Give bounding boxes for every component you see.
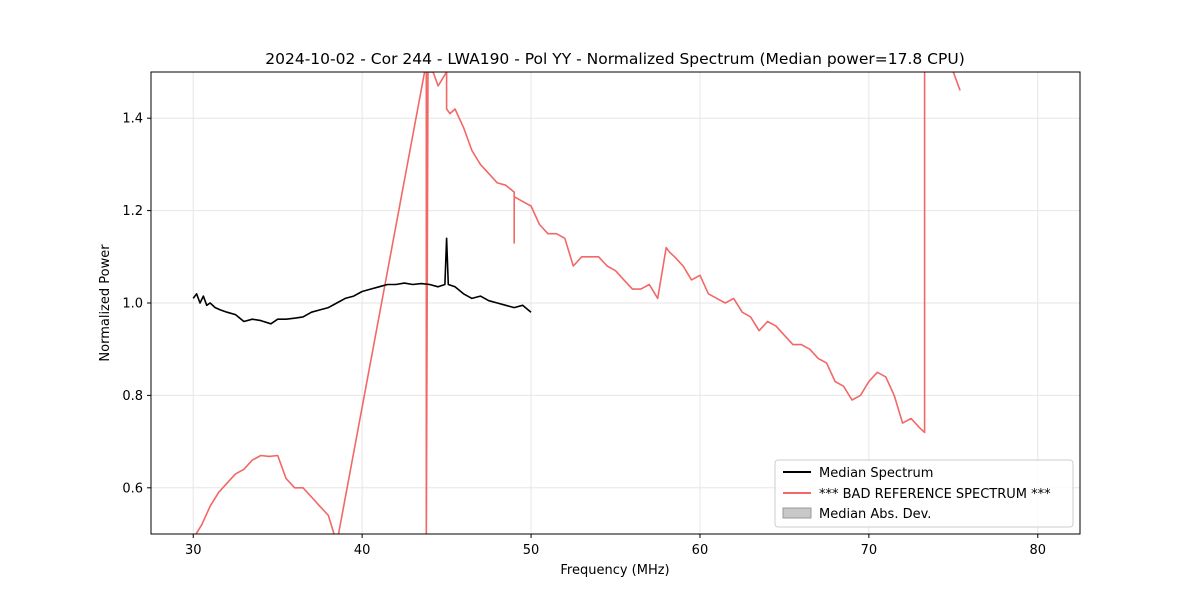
x-tick-label: 80 [1029, 543, 1046, 558]
legend: Median Spectrum *** BAD REFERENCE SPECTR… [774, 459, 1074, 528]
x-tick-label: 60 [692, 543, 709, 558]
y-axis-label: Normalized Power [98, 244, 113, 362]
ticks: 30 40 50 60 70 80 0.6 0.8 1.0 1.2 1.4 [122, 112, 1046, 558]
y-tick-label: 0.8 [122, 389, 143, 404]
y-tick-label: 1.0 [122, 297, 143, 312]
median-spectrum-line [192, 237, 532, 325]
legend-label-bad-reference: *** BAD REFERENCE SPECTRUM *** [819, 487, 1051, 502]
y-tick-label: 1.4 [122, 112, 143, 127]
chart-title: 2024-10-02 - Cor 244 - LWA190 - Pol YY -… [265, 50, 965, 68]
legend-label-mad: Median Abs. Dev. [819, 507, 931, 522]
y-tick-label: 0.6 [122, 481, 143, 496]
x-tick-label: 50 [523, 543, 540, 558]
bad-reference-line [195, 72, 961, 534]
x-axis-label: Frequency (MHz) [560, 563, 669, 578]
x-tick-label: 40 [354, 543, 371, 558]
legend-swatch-mad [782, 507, 812, 519]
x-tick-label: 70 [861, 543, 878, 558]
y-tick-label: 1.2 [122, 204, 143, 219]
legend-label-median: Median Spectrum [819, 466, 933, 481]
series-layer [192, 72, 961, 534]
x-tick-label: 30 [185, 543, 202, 558]
legend-frame [774, 459, 1074, 528]
